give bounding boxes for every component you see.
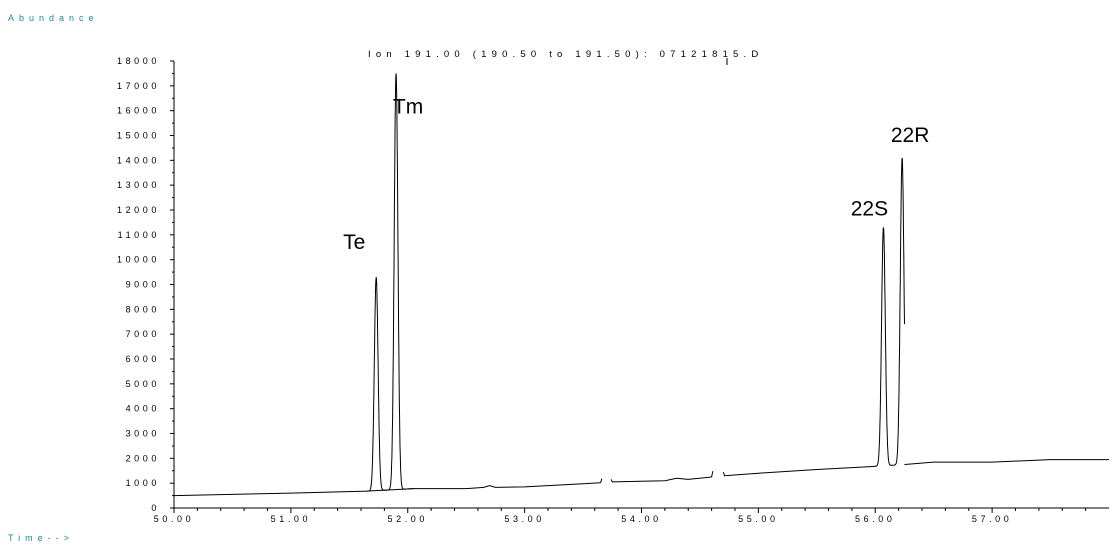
peak-label-tm: Tm xyxy=(393,95,423,118)
y-tick-label: 1000 xyxy=(126,478,160,488)
peak-labels: Te Tm 22S 22R xyxy=(343,95,929,254)
y-axis-ticks: 0 1000 2000 3000 4000 5000 6000 7000 8000 9000 100… xyxy=(117,56,174,513)
axes xyxy=(173,61,1109,509)
x-axis-label: Time--> xyxy=(8,533,74,543)
trace-segment xyxy=(173,490,367,497)
x-tick-label: 56.00 xyxy=(855,514,896,524)
trace-segment xyxy=(722,466,864,477)
y-tick-label: 13000 xyxy=(117,180,160,190)
trace-segment xyxy=(413,482,601,490)
y-tick-label: 10000 xyxy=(117,255,160,265)
te-tm-peak-trace xyxy=(366,73,414,492)
y-tick-label: 11000 xyxy=(118,230,160,240)
trace-segment xyxy=(904,459,1109,465)
y-tick-label: 0 xyxy=(151,503,160,513)
y-tick-label: 9000 xyxy=(126,280,160,290)
x-tick-label: 50.00 xyxy=(154,514,195,524)
y-axis-label: Abundance xyxy=(8,13,99,23)
y-tick-label: 6000 xyxy=(126,354,160,364)
peak-label-22s: 22S xyxy=(851,197,888,220)
y-tick-label: 5000 xyxy=(126,379,160,389)
x-tick-label: 52.00 xyxy=(387,514,428,524)
y-tick-label: 14000 xyxy=(117,155,160,165)
22s-22r-peak-trace xyxy=(863,157,905,468)
x-tick-label: 57.00 xyxy=(972,514,1013,524)
y-tick-label: 18000 xyxy=(117,56,160,66)
y-tick-label: 12000 xyxy=(117,205,160,215)
x-tick-label: 51.00 xyxy=(271,514,312,524)
y-tick-label: 16000 xyxy=(117,106,160,116)
peak-label-te: Te xyxy=(343,231,365,254)
y-tick-label: 7000 xyxy=(126,329,160,339)
chromatogram-trace xyxy=(173,73,1109,497)
trace-segment xyxy=(711,471,714,478)
trace-segment xyxy=(600,478,603,483)
x-tick-label: 53.00 xyxy=(504,514,545,524)
x-axis-ticks: 50.00 51.00 52.00 53.00 54.00 55.00 56.00 57.00 xyxy=(154,508,1087,524)
chart-title: Ion 191.00 (190.50 to 191.50): 07121815.… xyxy=(368,49,763,60)
trace-segment xyxy=(610,476,712,483)
peak-label-22r: 22R xyxy=(891,124,930,147)
y-tick-label: 15000 xyxy=(117,131,160,141)
y-tick-label: 8000 xyxy=(126,304,160,314)
y-tick-label: 2000 xyxy=(126,453,160,463)
x-tick-label: 55.00 xyxy=(738,514,779,524)
y-tick-label: 17000 xyxy=(117,81,160,91)
x-tick-label: 54.00 xyxy=(621,514,662,524)
y-tick-label: 3000 xyxy=(126,429,160,439)
y-tick-label: 4000 xyxy=(126,404,160,414)
